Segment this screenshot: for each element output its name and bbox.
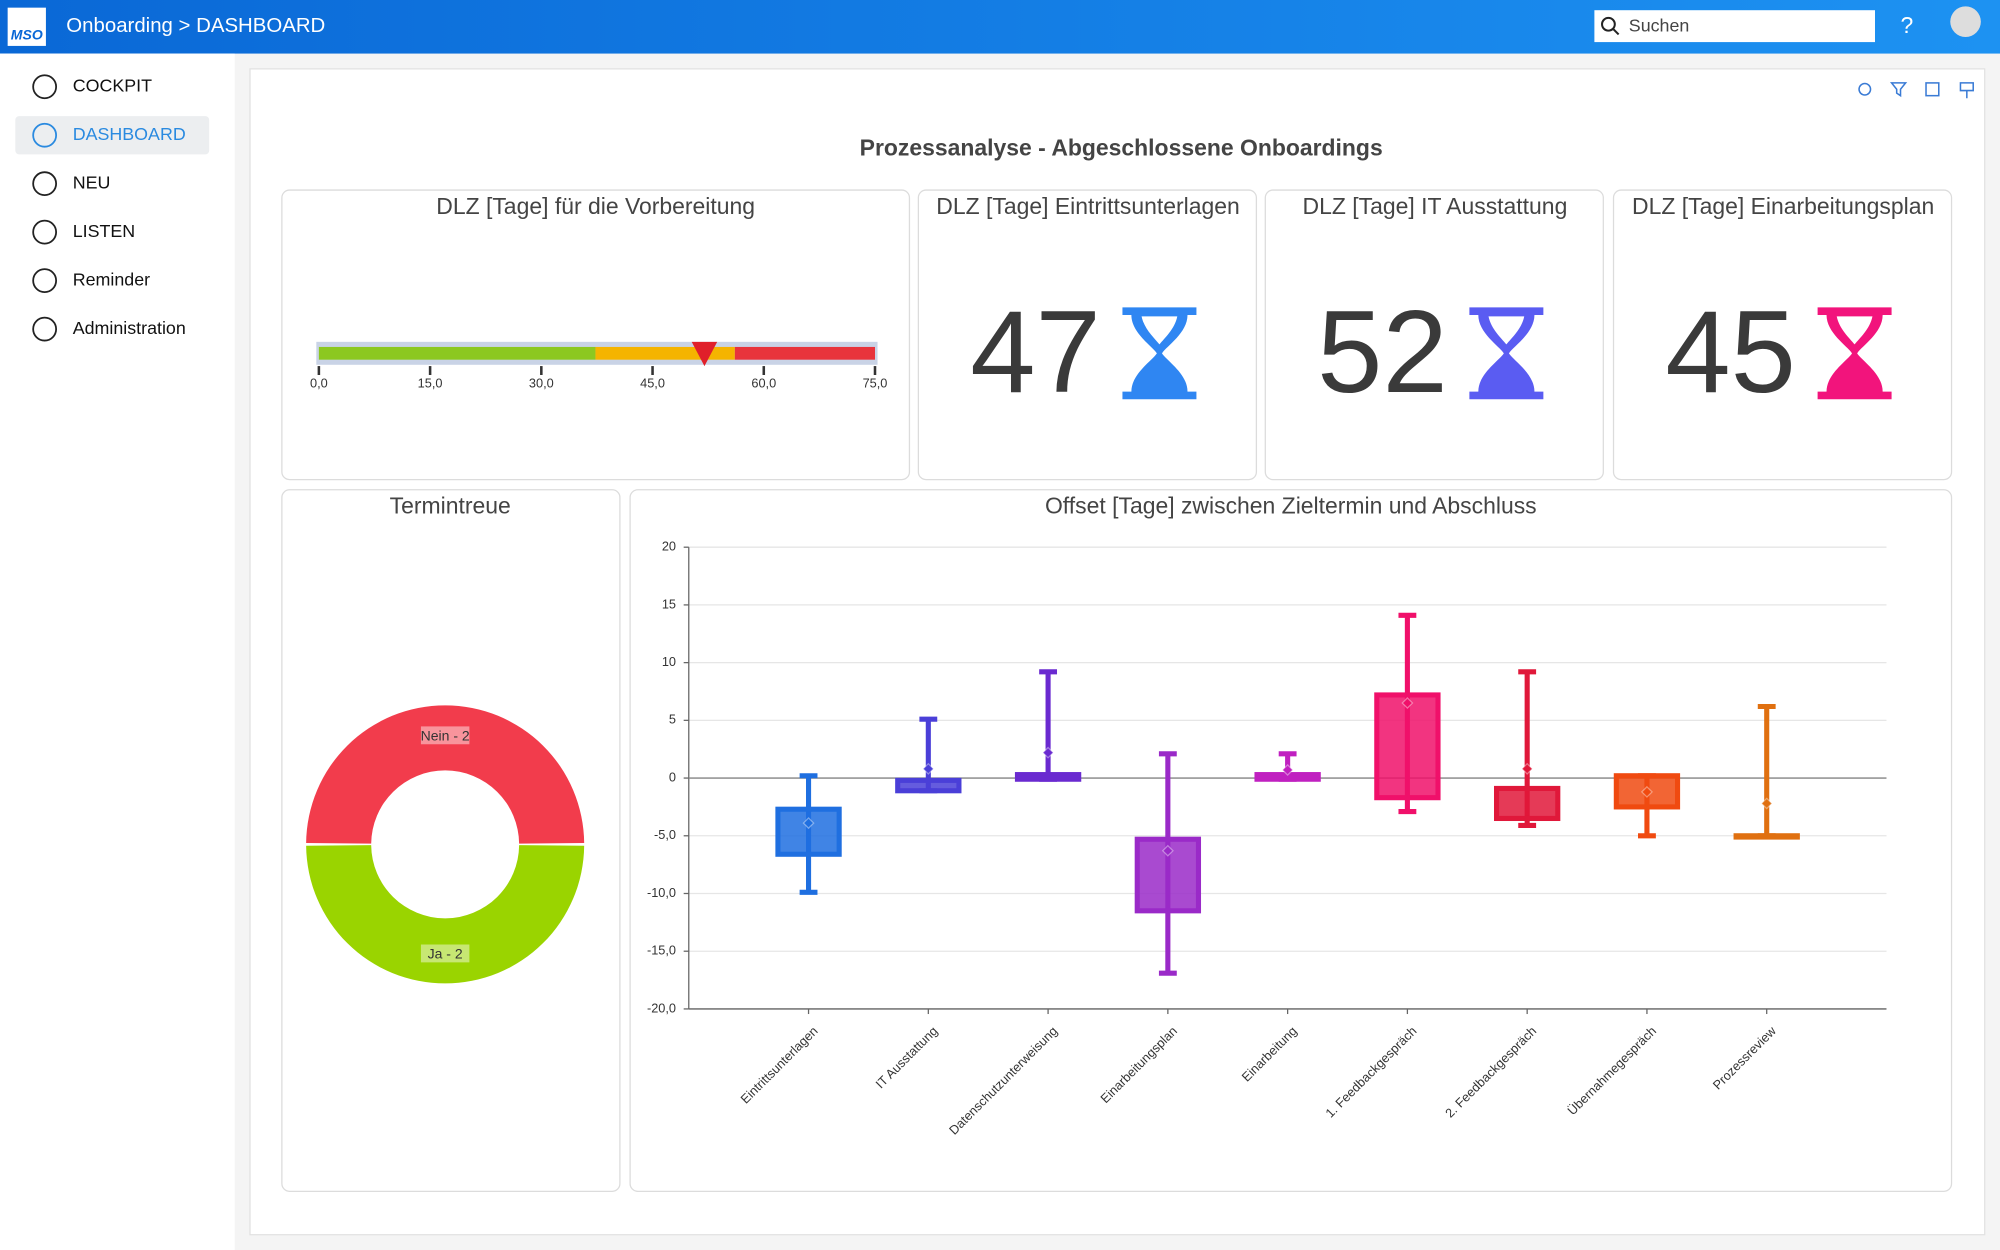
donut-label: Nein - 2 — [421, 727, 470, 743]
gauge-tick-label: 30,0 — [529, 375, 554, 390]
box[interactable] — [1374, 692, 1441, 801]
search-icon — [1601, 16, 1616, 32]
kpi-value: 52 — [1317, 286, 1448, 417]
card-title: Offset [Tage] zwischen Zieltermin und Ab… — [1045, 493, 1537, 519]
donut-slice[interactable] — [306, 705, 585, 844]
present-button[interactable] — [1959, 82, 1974, 99]
mean-marker — [922, 762, 935, 775]
menu-item[interactable]: NEU — [73, 172, 111, 192]
mean-marker — [1521, 762, 1534, 775]
search-box[interactable] — [1594, 10, 1875, 43]
box[interactable] — [895, 777, 962, 794]
gauge-tick-label: 60,0 — [751, 375, 776, 390]
hourglass-icon — [1817, 307, 1892, 400]
donut-label: Ja - 2 — [428, 945, 463, 961]
hourglass-icon — [1122, 307, 1197, 400]
gauge-band — [318, 346, 596, 360]
donut-label-bg — [420, 944, 470, 963]
mean-marker — [1760, 797, 1773, 810]
card — [917, 189, 1258, 481]
card — [1612, 189, 1953, 481]
gauge-band — [734, 346, 875, 360]
gauge-tick-label: 0,0 — [310, 375, 328, 390]
export-button[interactable] — [1925, 82, 1940, 97]
box[interactable] — [1613, 773, 1681, 810]
toolbar — [1858, 82, 1974, 99]
sidebar-menu: COCKPIT DASHBOARD NEU LISTEN Reminder Adminis… — [15, 74, 210, 342]
hourglass-inner — [1836, 316, 1873, 345]
kpi-value: 45 — [1665, 286, 1796, 417]
card-title: DLZ [Tage] Einarbeitungsplan — [1632, 193, 1934, 219]
mean-marker — [1401, 697, 1414, 710]
card-title: Termintreue — [390, 493, 511, 519]
menu-item[interactable]: COCKPIT — [73, 75, 152, 95]
card-title: DLZ [Tage] Eintrittsunterlagen — [936, 193, 1239, 219]
kpi-value: 47 — [970, 286, 1101, 417]
y-tick-label: -5,0 — [654, 827, 676, 842]
menu-item[interactable]: LISTEN — [73, 221, 135, 241]
menu-icon — [32, 74, 58, 100]
mean-marker — [1281, 763, 1294, 776]
donut-slice[interactable] — [306, 845, 585, 984]
mean-marker — [1161, 844, 1174, 857]
y-tick-label: -20,0 — [647, 1000, 676, 1015]
menu-icon — [32, 268, 58, 293]
gauge-tick-label: 15,0 — [418, 375, 443, 390]
gauge-tick-label: 75,0 — [863, 375, 888, 390]
card — [281, 489, 621, 1192]
y-tick-label: 5 — [669, 712, 676, 727]
menu-icon — [32, 219, 58, 245]
gauge-band — [595, 346, 735, 360]
card — [281, 189, 911, 481]
refresh-button[interactable] — [1858, 82, 1872, 96]
y-tick-label: 15 — [662, 596, 676, 611]
charts: DLZ [Tage] für die Vorbereitung 0,0 15,0 30… — [281, 189, 1953, 1192]
sidebar — [0, 53, 235, 1250]
card-title: DLZ [Tage] für die Vorbereitung — [436, 193, 755, 219]
donut-label-bg — [420, 726, 470, 745]
menu-item[interactable]: DASHBOARD — [73, 124, 186, 144]
card-title: DLZ [Tage] IT Ausstattung — [1303, 193, 1568, 219]
logo[interactable] — [7, 7, 46, 46]
menu-active-bg[interactable] — [15, 116, 210, 155]
breadcrumb[interactable]: Onboarding > DASHBOARD — [66, 15, 325, 37]
search-icon — [1612, 28, 1620, 36]
search-placeholder: Suchen — [1629, 16, 1690, 36]
card — [1264, 189, 1604, 481]
hourglass-inner — [1488, 316, 1525, 345]
y-tick-label: -10,0 — [647, 885, 676, 900]
y-tick-label: -15,0 — [647, 943, 676, 958]
box[interactable] — [1733, 833, 1800, 840]
gauge-marker — [691, 341, 718, 367]
hourglass-inner — [1141, 316, 1178, 345]
menu-item[interactable]: Reminder — [73, 269, 150, 289]
y-tick-label: 0 — [669, 769, 676, 784]
y-tick-label: 20 — [662, 539, 676, 554]
card — [629, 489, 1953, 1192]
box[interactable] — [775, 806, 842, 857]
mean-marker — [802, 817, 815, 830]
box[interactable] — [1014, 772, 1082, 782]
box[interactable] — [1134, 836, 1202, 914]
mean-marker — [1640, 785, 1653, 798]
box[interactable] — [1494, 785, 1561, 822]
y-tick-label: 10 — [662, 654, 676, 669]
menu-icon — [32, 316, 58, 342]
menu-icon — [32, 122, 58, 148]
menu-item[interactable]: Administration — [73, 318, 186, 338]
dashboard-title: Prozessanalyse - Abgeschlossene Onboardi… — [860, 134, 1383, 160]
hourglass-icon — [1469, 307, 1544, 400]
filter-button[interactable] — [1889, 82, 1908, 98]
help-button[interactable]: ? — [1901, 12, 1914, 38]
mean-marker — [1042, 746, 1055, 759]
logo-text: MSO — [11, 26, 43, 42]
gauge-tick-label: 45,0 — [640, 375, 665, 390]
menu-icon — [32, 171, 58, 197]
avatar[interactable] — [1950, 6, 1981, 37]
